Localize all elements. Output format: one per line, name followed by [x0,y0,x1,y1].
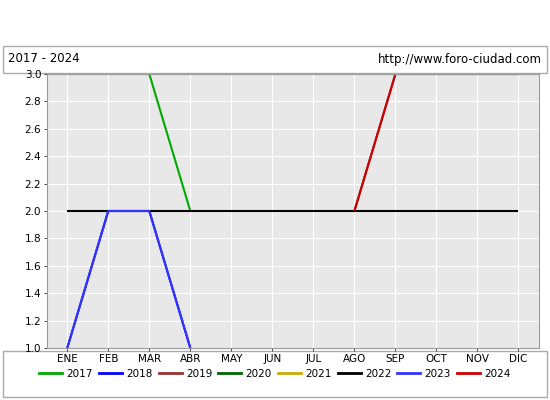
Text: Evolucion num de emigrantes en Sarracín: Evolucion num de emigrantes en Sarracín [114,14,436,30]
Text: 2017 - 2024: 2017 - 2024 [8,52,80,66]
Text: http://www.foro-ciudad.com: http://www.foro-ciudad.com [378,52,542,66]
Legend: 2017, 2018, 2019, 2020, 2021, 2022, 2023, 2024: 2017, 2018, 2019, 2020, 2021, 2022, 2023… [35,365,515,383]
